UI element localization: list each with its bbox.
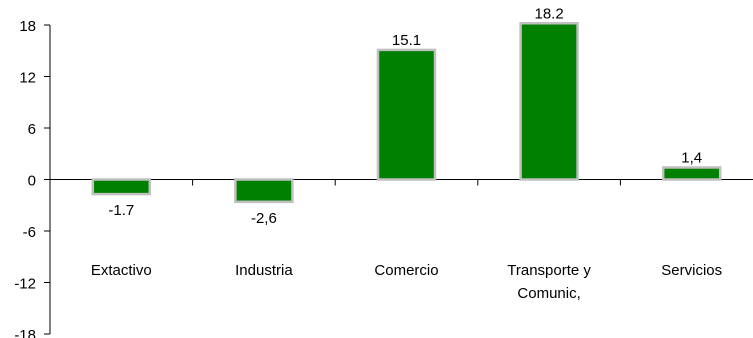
bar-series xyxy=(91,22,722,204)
category-label: Comercio xyxy=(374,262,438,279)
data-label: -1.7 xyxy=(108,202,134,219)
y-tick-label: -6 xyxy=(23,224,36,241)
category-label: Servicios xyxy=(661,262,722,279)
bar xyxy=(91,178,152,196)
category-labels: Extactivo Industria Comercio Transporte y Co… xyxy=(91,262,722,302)
category-label: Industria xyxy=(235,262,293,279)
data-label: 15.1 xyxy=(392,32,421,49)
category-label: Transporte y Comunic, xyxy=(507,262,591,302)
y-axis: 18 12 6 0 -6 -12 -18 xyxy=(14,18,51,338)
data-labels: -1.7 -2,6 15.1 18.2 1,4 xyxy=(108,5,702,227)
y-tick-label: -18 xyxy=(14,327,36,338)
y-tick-label: 18 xyxy=(19,18,36,35)
y-tick-label: -12 xyxy=(14,276,36,293)
data-label: 1,4 xyxy=(681,149,702,166)
y-tick-label: 6 xyxy=(28,121,36,138)
bar xyxy=(519,22,579,181)
data-label: -2,6 xyxy=(251,210,277,227)
bar xyxy=(661,166,722,181)
bar xyxy=(376,48,437,181)
y-tick-label: 12 xyxy=(19,70,36,87)
data-label: 18.2 xyxy=(534,5,563,22)
y-tick-label: 0 xyxy=(28,173,36,190)
category-label: Extactivo xyxy=(91,262,152,279)
bar xyxy=(234,178,294,204)
